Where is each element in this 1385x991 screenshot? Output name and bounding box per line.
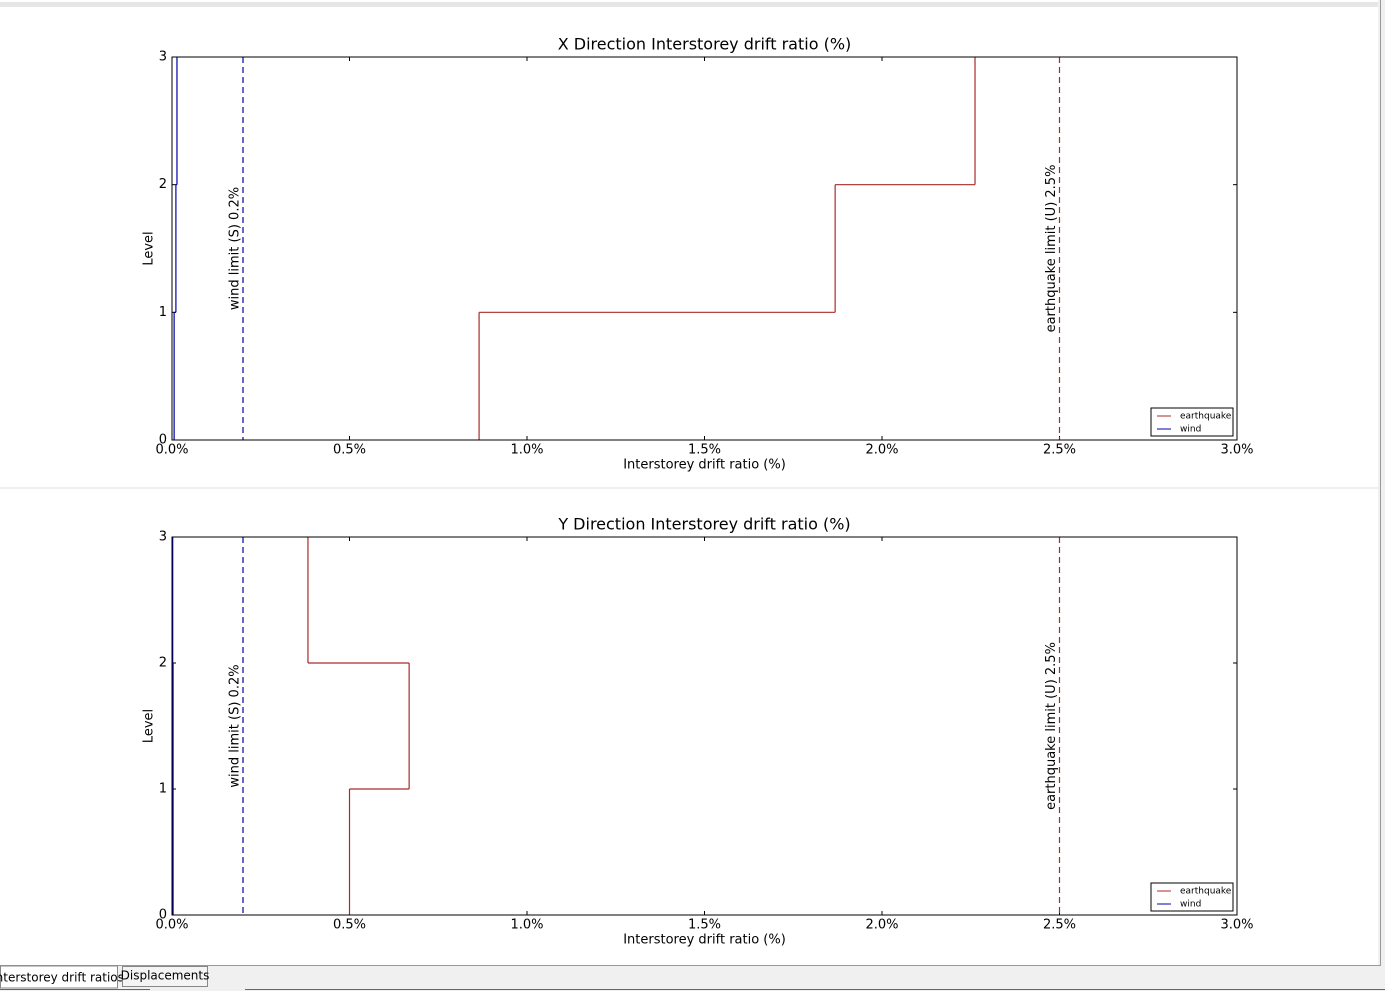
y-tick-label: 0	[159, 433, 167, 448]
legend-box	[1150, 882, 1234, 912]
x-axis-label: Interstorey drift ratio (%)	[623, 933, 786, 948]
y-tick-label: 0	[159, 908, 167, 923]
y-tick-label: 1	[159, 305, 167, 320]
legend-label: wind	[1180, 900, 1201, 910]
limit-label: earthquake limit (U) 2.5%	[1044, 165, 1059, 333]
x-tick-label: 0.5%	[333, 443, 366, 458]
y-tick-label: 3	[159, 530, 167, 545]
plot-frame	[171, 56, 1238, 441]
limit-label: wind limit (S) 0.2%	[228, 664, 243, 787]
x-tick-label: 0.5%	[333, 918, 366, 933]
top-border	[0, 2, 1385, 7]
x-tick-label: 1.5%	[688, 443, 721, 458]
legend-label: earthquake	[1180, 412, 1232, 422]
x-tick-label: 2.0%	[865, 443, 898, 458]
x-tick-label: 1.0%	[510, 443, 543, 458]
tab-bar	[0, 965, 1385, 991]
x-tick-label: 1.5%	[688, 918, 721, 933]
x-tick-label: 0.0%	[155, 443, 188, 458]
right-border	[1378, 0, 1385, 966]
tab-label[interactable]: Displacements	[121, 969, 210, 983]
tab[interactable]	[122, 966, 208, 987]
y-tick-label: 2	[159, 177, 167, 192]
chart-title: Y Direction Interstorey drift ratio (%)	[557, 515, 850, 534]
tab[interactable]	[0, 965, 118, 989]
legend-label: earthquake	[1180, 887, 1232, 897]
x-tick-label: 0.0%	[155, 918, 188, 933]
plot-frame	[171, 536, 1238, 916]
x-tick-label: 2.0%	[865, 918, 898, 933]
x-tick-label: 1.0%	[510, 918, 543, 933]
legend-label: wind	[1180, 425, 1201, 435]
y-axis-label: Level	[142, 709, 157, 743]
x-tick-label: 3.0%	[1220, 443, 1253, 458]
x-axis-label: Interstorey drift ratio (%)	[623, 458, 786, 473]
limit-label: wind limit (S) 0.2%	[228, 187, 243, 310]
x-tick-label: 2.5%	[1043, 443, 1076, 458]
y-tick-label: 3	[159, 50, 167, 65]
chart-title: X Direction Interstorey drift ratio (%)	[558, 35, 852, 54]
tab-label[interactable]: Interstorey drift ratios	[0, 971, 124, 985]
x-tick-label: 2.5%	[1043, 918, 1076, 933]
limit-label: earthquake limit (U) 2.5%	[1044, 642, 1059, 810]
y-axis-label: Level	[142, 231, 157, 265]
x-tick-label: 3.0%	[1220, 918, 1253, 933]
y-tick-label: 1	[159, 782, 167, 797]
legend-box	[1150, 407, 1234, 437]
y-tick-label: 2	[159, 656, 167, 671]
